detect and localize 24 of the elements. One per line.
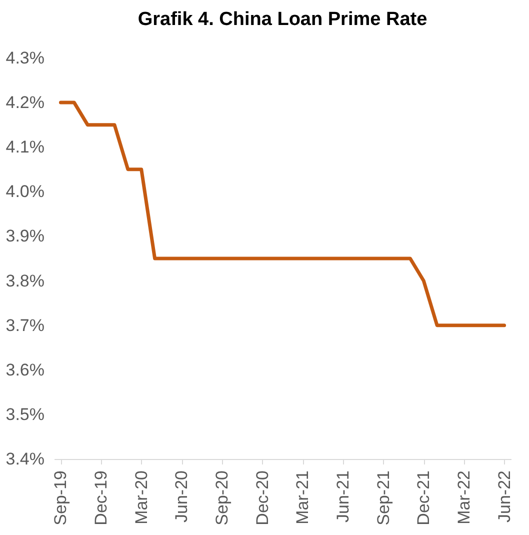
x-tick-label: Mar-21 [293, 470, 312, 524]
y-tick-label: 4.0% [6, 182, 44, 202]
x-tick-label: Mar-22 [454, 470, 474, 524]
y-tick-label: 3.4% [6, 450, 44, 468]
x-tick-label: Dec-20 [252, 470, 272, 526]
x-tick-label: Sep-19 [51, 470, 70, 526]
y-tick-label: 3.7% [6, 316, 44, 335]
x-tick-label: Jun-22 [494, 470, 514, 522]
x-tick-label: Sep-20 [212, 470, 232, 526]
y-tick-label: 4.2% [6, 93, 44, 112]
y-tick-label: 4.3% [6, 48, 44, 68]
x-tick-label: Mar-20 [132, 470, 151, 524]
y-tick-label: 3.8% [6, 271, 44, 290]
y-tick-label: 4.1% [6, 138, 44, 157]
x-tick-label: Dec-19 [92, 470, 111, 526]
x-tick-label: Jun-20 [172, 470, 192, 522]
x-tick-label: Dec-21 [414, 470, 434, 526]
x-tick-label: Jun-21 [333, 470, 352, 522]
line-series [58, 100, 506, 328]
y-tick-label: 3.5% [6, 404, 44, 424]
chart-title: Grafik 4. China Loan Prime Rate [138, 9, 428, 30]
x-tick-label: Sep-21 [374, 470, 393, 526]
y-tick-label: 3.9% [6, 226, 44, 246]
y-tick-label: 3.6% [6, 360, 44, 380]
